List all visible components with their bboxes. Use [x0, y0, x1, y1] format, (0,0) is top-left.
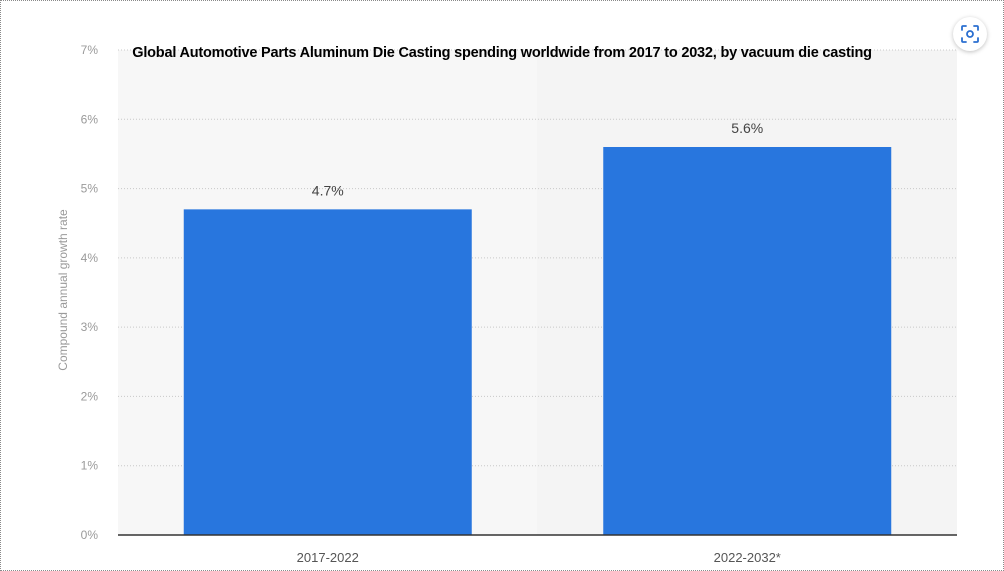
x-tick-label: 2017-2022	[297, 550, 359, 565]
x-tick-label: 2022-2032*	[714, 550, 781, 565]
y-axis-title: Compound annual growth rate	[56, 209, 70, 371]
y-tick-label: 3%	[81, 320, 99, 334]
y-tick-label: 1%	[81, 459, 99, 473]
bar-value-label: 5.6%	[731, 120, 763, 136]
y-tick-label: 6%	[81, 112, 99, 126]
y-tick-label: 0%	[81, 528, 99, 542]
y-tick-label: 4%	[81, 251, 99, 265]
bar	[603, 147, 892, 535]
bar	[183, 209, 472, 535]
y-tick-label: 2%	[81, 389, 99, 403]
bar-value-label: 4.7%	[312, 182, 344, 198]
scan-button[interactable]	[953, 17, 987, 51]
scan-icon	[961, 25, 979, 43]
y-tick-label: 7%	[81, 43, 99, 57]
y-tick-label: 5%	[81, 182, 99, 196]
chart-title: Global Automotive Parts Aluminum Die Cas…	[132, 45, 872, 61]
